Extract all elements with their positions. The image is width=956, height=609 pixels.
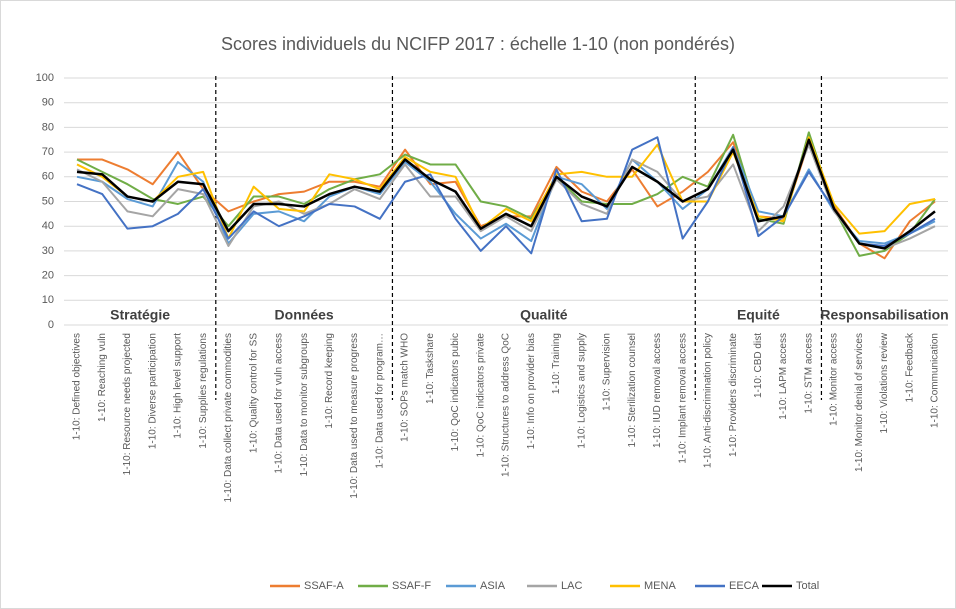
x-tick-label: 1-10: STM access bbox=[803, 333, 814, 414]
x-tick-label: 1-10: Training bbox=[551, 333, 562, 394]
x-tick-label: 1-10: Defined objectives bbox=[72, 333, 83, 440]
y-tick-label: 30 bbox=[42, 245, 54, 257]
x-tick-label: 1-10: Feedback bbox=[904, 332, 915, 402]
x-tick-label: 1-10: Monitor denial of services bbox=[854, 333, 865, 472]
legend-label: SSAF-A bbox=[304, 580, 344, 592]
x-tick-label: 1-10: QoC indicators pubic bbox=[450, 333, 461, 451]
x-tick-label: 1-10: Sterilization counsel bbox=[627, 333, 638, 448]
legend-label: LAC bbox=[561, 580, 582, 592]
x-tick-label: 1-10: Data to monitor subgroups bbox=[299, 333, 310, 476]
x-tick-label: 1-10: Anti-discrimination policy bbox=[703, 333, 714, 468]
x-tick-label: 1-10: Resource needs projected bbox=[122, 333, 133, 475]
y-tick-label: 100 bbox=[36, 72, 54, 84]
legend-label: MENA bbox=[644, 580, 676, 592]
series-line bbox=[76, 136, 936, 255]
x-tick-label: 1-10: High level support bbox=[173, 333, 184, 439]
x-tick-label: 1-10: Data used to measure progress bbox=[349, 333, 360, 499]
x-tick-label: 1-10: Monitor access bbox=[829, 333, 840, 426]
legend-label: ASIA bbox=[480, 580, 506, 592]
x-tick-label: 1-10: Structures to address QoC bbox=[501, 333, 512, 477]
section-label: Equité bbox=[737, 307, 780, 323]
section-label: Stratégie bbox=[110, 307, 170, 323]
x-tick-label: 1-10: Reaching vuln bbox=[97, 333, 108, 422]
x-tick-label: 1-10: Quality control for SS bbox=[248, 333, 259, 453]
x-tick-label: 1-10: IUD removal access bbox=[652, 333, 663, 448]
x-tick-label: 1-10: CBD dist bbox=[753, 333, 764, 398]
legend-label: Total bbox=[796, 580, 819, 592]
series-line bbox=[76, 138, 936, 250]
y-tick-label: 70 bbox=[42, 146, 54, 158]
chart-title: Scores individuels du NCIFP 2017 : échel… bbox=[221, 34, 735, 54]
x-tick-label: 1-10: Supervision bbox=[602, 333, 613, 411]
section-label: Qualité bbox=[520, 307, 568, 323]
x-tick-label: 1-10: Record keeping bbox=[324, 333, 335, 429]
y-tick-label: 50 bbox=[42, 195, 54, 207]
x-tick-label: 1-10: Supplies regulations bbox=[198, 333, 209, 449]
x-tick-label: 1-10: Data used for vuln access bbox=[274, 333, 285, 474]
legend-label: SSAF-F bbox=[392, 580, 431, 592]
legend-label: EECA bbox=[729, 580, 760, 592]
y-tick-label: 10 bbox=[42, 294, 54, 306]
x-tick-label: 1-10: QoC indicators private bbox=[475, 333, 486, 458]
x-tick-label: 1-10: Taskshare bbox=[425, 333, 436, 404]
y-tick-label: 40 bbox=[42, 220, 54, 232]
x-tick-label: 1-10: Providers discriminate bbox=[728, 333, 739, 457]
y-tick-label: 80 bbox=[42, 121, 54, 133]
x-tick-label: 1-10: Diverse participation bbox=[147, 333, 158, 449]
x-tick-label: 1-10: Violations review bbox=[879, 332, 890, 433]
series-line bbox=[76, 143, 936, 250]
y-tick-label: 0 bbox=[48, 319, 54, 331]
x-tick-label: 1-10: SOPs match WHO bbox=[400, 333, 411, 442]
x-tick-label: 1-10: Communication bbox=[930, 333, 941, 428]
y-tick-label: 20 bbox=[42, 270, 54, 282]
section-label: Données bbox=[275, 307, 334, 323]
x-tick-label: 1-10: Data used for program… bbox=[374, 333, 385, 469]
x-tick-label: 1-10: LAPM access bbox=[778, 333, 789, 420]
x-tick-label: 1-10: Logistics and supply bbox=[576, 333, 587, 449]
x-tick-label: 1-10: Info on provider bias bbox=[526, 333, 537, 449]
y-tick-label: 90 bbox=[42, 97, 54, 109]
x-tick-label: 1-10: Implant removal access bbox=[677, 333, 688, 464]
section-label: Responsabilisation bbox=[820, 307, 948, 323]
y-tick-label: 60 bbox=[42, 171, 54, 183]
x-tick-label: 1-10: Data collect private commodities bbox=[223, 333, 234, 503]
